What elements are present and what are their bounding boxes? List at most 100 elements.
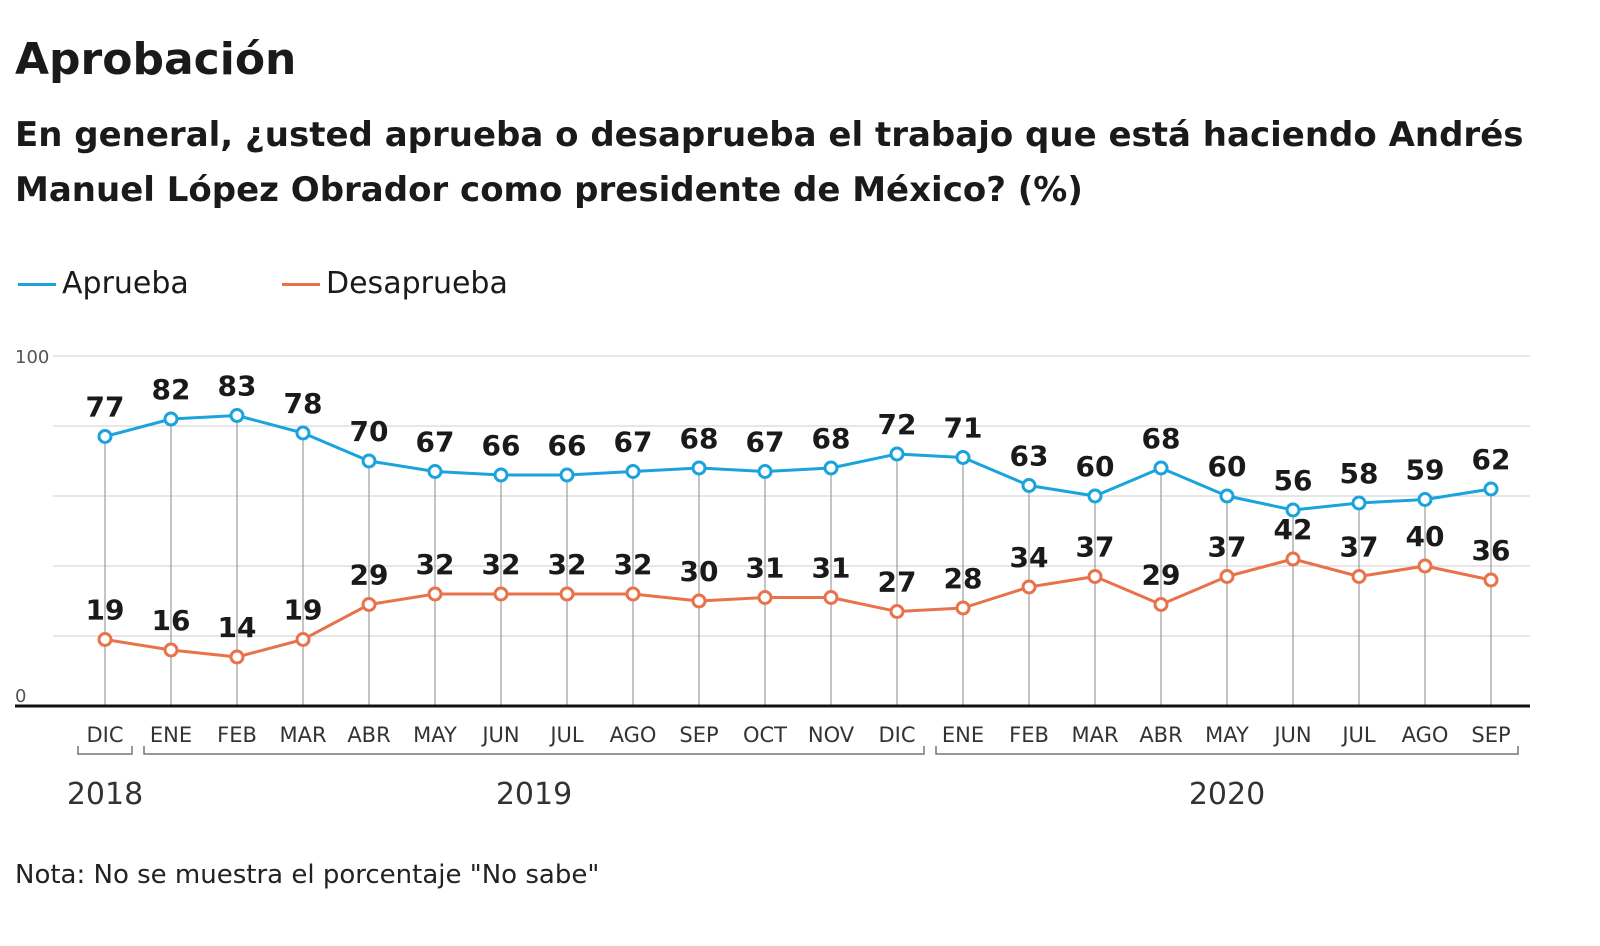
data-label-aprueba: 72 (878, 408, 917, 441)
x-tick-label: AGO (1402, 723, 1449, 747)
data-point-aprueba (97, 429, 113, 444)
data-label-aprueba: 63 (1010, 440, 1049, 473)
data-label-aprueba: 58 (1340, 457, 1379, 490)
data-point-desaprueba (625, 586, 641, 602)
data-point-aprueba (1219, 488, 1235, 504)
x-tick-label: ENE (150, 723, 192, 747)
data-point-aprueba (955, 450, 971, 465)
data-label-desaprueba: 19 (86, 594, 125, 627)
x-tick-label: JUL (1340, 723, 1376, 747)
legend-label-desaprueba: Desaprueba (326, 266, 508, 301)
data-label-aprueba: 68 (680, 422, 719, 455)
chart-title: Aprobación (15, 34, 297, 85)
data-label-aprueba: 77 (86, 391, 125, 424)
x-tick-label: AGO (610, 723, 657, 747)
data-point-desaprueba (691, 593, 707, 609)
data-point-aprueba (691, 460, 707, 476)
legend-swatch-aprueba (18, 283, 56, 286)
data-label-desaprueba: 37 (1076, 531, 1115, 564)
x-tick-label: MAY (413, 723, 457, 747)
data-point-desaprueba (757, 590, 773, 605)
data-label-aprueba: 60 (1076, 450, 1115, 483)
series-line-desaprueba (104, 557, 1492, 659)
data-label-desaprueba: 32 (614, 548, 653, 581)
data-label-desaprueba: 31 (746, 552, 785, 585)
legend-label-aprueba: Aprueba (62, 266, 189, 301)
data-point-aprueba (163, 411, 179, 427)
data-point-aprueba (757, 464, 773, 479)
data-point-aprueba (229, 408, 245, 423)
data-point-desaprueba (427, 586, 443, 602)
data-label-desaprueba: 34 (1010, 541, 1049, 574)
data-label-aprueba: 66 (548, 429, 587, 462)
data-label-desaprueba: 40 (1406, 520, 1445, 553)
x-tick-label: MAY (1205, 723, 1249, 747)
data-point-desaprueba (1351, 569, 1367, 584)
x-tick-label: ABR (1139, 723, 1182, 747)
data-point-aprueba (889, 446, 905, 462)
y-tick-label-100: 100 (15, 347, 49, 368)
data-point-desaprueba (1153, 597, 1169, 612)
data-point-aprueba (625, 464, 641, 479)
chart-subtitle: En general, ¿usted aprueba o desaprueba … (15, 115, 1524, 210)
data-point-aprueba (1087, 488, 1103, 504)
data-label-aprueba: 83 (218, 370, 257, 403)
data-label-aprueba: 60 (1208, 450, 1247, 483)
data-label-aprueba: 59 (1406, 454, 1445, 487)
data-point-desaprueba (97, 632, 113, 647)
data-point-desaprueba (1285, 551, 1301, 567)
data-label-desaprueba: 37 (1340, 531, 1379, 564)
data-label-aprueba: 70 (350, 415, 389, 448)
x-tick-label: SEP (1471, 723, 1510, 747)
data-point-desaprueba (493, 586, 509, 602)
data-label-desaprueba: 32 (416, 548, 455, 581)
data-point-aprueba (427, 464, 443, 479)
data-label-desaprueba: 16 (152, 604, 191, 637)
data-point-desaprueba (1021, 579, 1037, 595)
x-tick-label: NOV (808, 723, 855, 747)
data-point-aprueba (493, 467, 509, 483)
data-point-aprueba (1153, 460, 1169, 476)
year-bracket-2020 (935, 746, 1519, 755)
x-tick-label: FEB (217, 723, 257, 747)
data-point-desaprueba (1417, 558, 1433, 574)
x-tick-label: DIC (86, 723, 123, 747)
x-tick-label: JUL (548, 723, 584, 747)
data-point-aprueba (1483, 481, 1499, 497)
x-tick-label: FEB (1009, 723, 1049, 747)
data-point-aprueba (361, 453, 377, 469)
data-point-desaprueba (163, 642, 179, 658)
data-label-aprueba: 82 (152, 373, 191, 406)
x-tick-label: MAR (279, 723, 326, 747)
data-label-aprueba: 67 (416, 426, 455, 459)
data-label-aprueba: 67 (614, 426, 653, 459)
data-label-aprueba: 67 (746, 426, 785, 459)
data-point-desaprueba (361, 597, 377, 612)
data-point-aprueba (823, 460, 839, 476)
legend-item-desaprueba: Desaprueba (282, 266, 508, 301)
data-point-desaprueba (295, 632, 311, 647)
series-line-aprueba (104, 414, 1492, 512)
data-label-desaprueba: 29 (350, 559, 389, 592)
x-tick-label: OCT (743, 723, 787, 747)
data-label-desaprueba: 14 (218, 611, 257, 644)
data-point-desaprueba (229, 649, 245, 665)
data-point-desaprueba (889, 604, 905, 619)
year-bracket-2019 (143, 746, 925, 755)
chart-note: Nota: No se muestra el porcentaje "No sa… (15, 860, 600, 890)
data-label-aprueba: 66 (482, 429, 521, 462)
x-tick-label: ENE (942, 723, 984, 747)
data-label-aprueba: 56 (1274, 464, 1313, 497)
x-tick-label: JUN (1272, 723, 1311, 747)
x-tick-label: JUN (480, 723, 519, 747)
x-tick-label: SEP (679, 723, 718, 747)
y-tick-label-0: 0 (15, 686, 26, 707)
data-label-aprueba: 78 (284, 387, 323, 420)
data-label-desaprueba: 28 (944, 562, 983, 595)
data-point-aprueba (1285, 502, 1301, 518)
data-label-desaprueba: 27 (878, 566, 917, 599)
data-point-desaprueba (559, 586, 575, 602)
data-label-desaprueba: 32 (482, 548, 521, 581)
data-label-aprueba: 62 (1472, 443, 1511, 476)
data-point-aprueba (1417, 492, 1433, 507)
